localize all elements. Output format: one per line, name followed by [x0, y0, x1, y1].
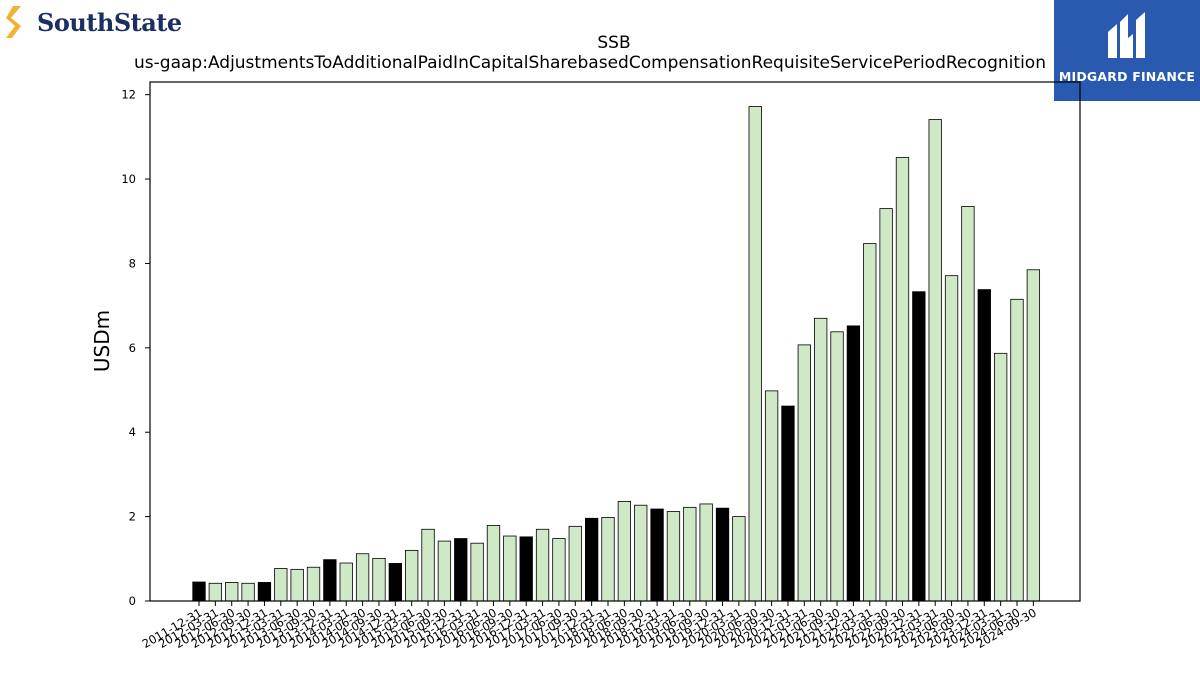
southstate-logo-text: SouthState — [37, 8, 182, 37]
bar-2013-06-30 — [290, 568, 304, 602]
bar-2019-09-30 — [699, 503, 713, 602]
bar-2018-09-30 — [634, 504, 648, 602]
y-tick-label: 2 — [129, 510, 136, 524]
bar-2016-06-30 — [486, 525, 501, 602]
bar-2014-06-30 — [355, 553, 370, 602]
bar-2023-03-31 — [928, 119, 942, 602]
y-tick-label: 6 — [129, 341, 136, 355]
bar-2021-06-30 — [814, 317, 828, 602]
midgard-mark-icon — [1108, 12, 1145, 58]
bar-2020-09-30 — [764, 390, 779, 602]
bar-2022-12-31 — [912, 291, 926, 602]
y-tick-label: 10 — [121, 172, 136, 186]
bar-2024-09-30 — [1026, 269, 1041, 602]
y-tick-label: 4 — [129, 425, 136, 439]
midgard-finance-logo: MIDGARD FINANCE — [1054, 0, 1200, 101]
bar-2012-03-31 — [208, 582, 223, 602]
bar-2012-12-31 — [257, 582, 272, 602]
plot-frame — [149, 81, 1081, 602]
bar-2013-09-30 — [306, 566, 321, 602]
bar-2011-12-31 — [192, 581, 206, 602]
x-axis: 2011-12-312012-03-312012-06-302012-09-30… — [140, 601, 1039, 651]
y-axis-label: USDm — [90, 310, 114, 372]
midgard-logo-text: MIDGARD FINANCE — [1058, 69, 1196, 84]
y-tick-label: 0 — [129, 594, 136, 608]
southstate-mark-icon — [6, 6, 21, 38]
bar-2024-06-30 — [1010, 298, 1024, 602]
bar-2021-09-30 — [830, 331, 844, 602]
bar-2017-06-30 — [552, 538, 566, 602]
bar-2015-06-30 — [421, 528, 435, 602]
y-tick-label: 12 — [121, 88, 136, 102]
y-axis: 0 2 4 6 8 10 12 — [121, 88, 150, 608]
bar-2022-06-30 — [879, 208, 893, 602]
bar-2019-03-31 — [666, 511, 681, 602]
bar-2020-06-30 — [748, 106, 762, 602]
bar-2022-09-30 — [895, 157, 910, 602]
bar-2021-12-31 — [846, 325, 861, 602]
chart-subtitle: us-gaap:AdjustmentsToAdditionalPaidInCap… — [134, 53, 1046, 73]
bar-2013-12-31 — [323, 559, 337, 602]
chart-title: SSB — [597, 33, 630, 53]
bar-2018-06-30 — [617, 501, 632, 602]
bar-2019-12-31 — [715, 507, 730, 602]
bar-2014-09-30 — [372, 557, 386, 602]
bars-group — [192, 106, 1041, 602]
y-tick-label: 8 — [129, 256, 136, 270]
bar-2018-12-31 — [650, 508, 664, 602]
bar-2017-09-30 — [568, 525, 582, 602]
bar-2012-06-30 — [225, 582, 239, 602]
bar-2013-03-31 — [274, 568, 288, 602]
bar-2022-03-31 — [863, 243, 877, 602]
bar-2021-03-31 — [797, 344, 811, 602]
bar-2015-12-31 — [454, 538, 468, 602]
bar-2016-03-31 — [470, 542, 484, 602]
bar-2014-03-31 — [339, 562, 353, 602]
bar-2012-09-30 — [241, 582, 255, 602]
bar-2019-06-30 — [683, 506, 697, 602]
bar-2024-03-31 — [993, 352, 1008, 602]
bar-2023-06-30 — [944, 275, 959, 602]
bar-2018-03-31 — [601, 517, 615, 602]
bar-2015-03-31 — [405, 549, 419, 602]
bar-2023-09-30 — [961, 206, 975, 602]
bar-2017-12-31 — [584, 517, 599, 602]
bar-2017-03-31 — [535, 528, 550, 602]
bar-2014-12-31 — [388, 563, 402, 602]
bar-2015-09-30 — [437, 540, 452, 602]
bar-2016-12-31 — [519, 536, 533, 602]
bar-2023-12-31 — [977, 289, 991, 602]
bar-2020-12-31 — [781, 405, 795, 602]
southstate-logo: SouthState — [4, 4, 182, 44]
bar-2016-09-30 — [503, 535, 517, 602]
bar-2020-03-31 — [732, 516, 746, 602]
